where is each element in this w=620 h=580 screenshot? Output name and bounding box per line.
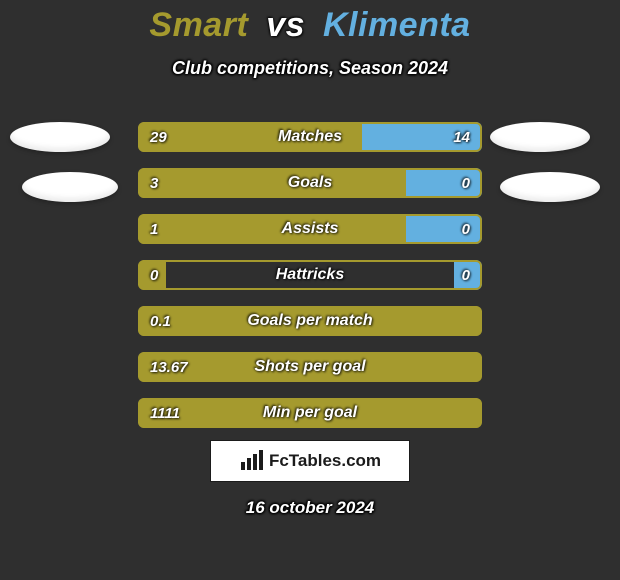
stat-fill-left: [138, 122, 362, 152]
stat-row: Min per goal1111: [138, 398, 482, 428]
stat-fill-right: [406, 214, 482, 244]
stat-row: Shots per goal13.67: [138, 352, 482, 382]
stat-fill-right: [406, 168, 482, 198]
title-player1: Smart: [149, 6, 248, 44]
stat-border: [138, 260, 482, 290]
player2-badge-top: [490, 122, 590, 152]
stat-fill-left: [138, 260, 166, 290]
stat-fill-right: [362, 122, 482, 152]
stat-fill-right: [454, 260, 482, 290]
stat-label: Hattricks: [138, 260, 482, 290]
stat-row: Hattricks00: [138, 260, 482, 290]
stat-fill-left: [138, 352, 482, 382]
stat-fill-left: [138, 306, 482, 336]
player1-badge-bottom: [22, 172, 118, 202]
logo-box: FcTables.com: [210, 440, 410, 482]
stat-row: Matches2914: [138, 122, 482, 152]
logo-text: FcTables.com: [269, 451, 381, 471]
stat-row: Goals per match0.1: [138, 306, 482, 336]
subtitle: Club competitions, Season 2024: [0, 58, 620, 79]
title-vs: vs: [266, 6, 305, 44]
date-text: 16 october 2024: [0, 498, 620, 518]
player2-badge-bottom: [500, 172, 600, 202]
stat-row: Assists10: [138, 214, 482, 244]
stat-fill-left: [138, 398, 482, 428]
bars-icon: [239, 450, 265, 472]
stat-row: Goals30: [138, 168, 482, 198]
title-player2: Klimenta: [323, 6, 471, 44]
page-title: Smart vs Klimenta: [0, 6, 620, 45]
comparison-infographic: Smart vs Klimenta Club competitions, Sea…: [0, 0, 620, 580]
player1-badge-top: [10, 122, 110, 152]
stat-fill-left: [138, 168, 406, 198]
stat-fill-left: [138, 214, 406, 244]
stat-rows: Matches2914 Goals30 Assists10 Hattricks00 Go…: [138, 122, 482, 444]
